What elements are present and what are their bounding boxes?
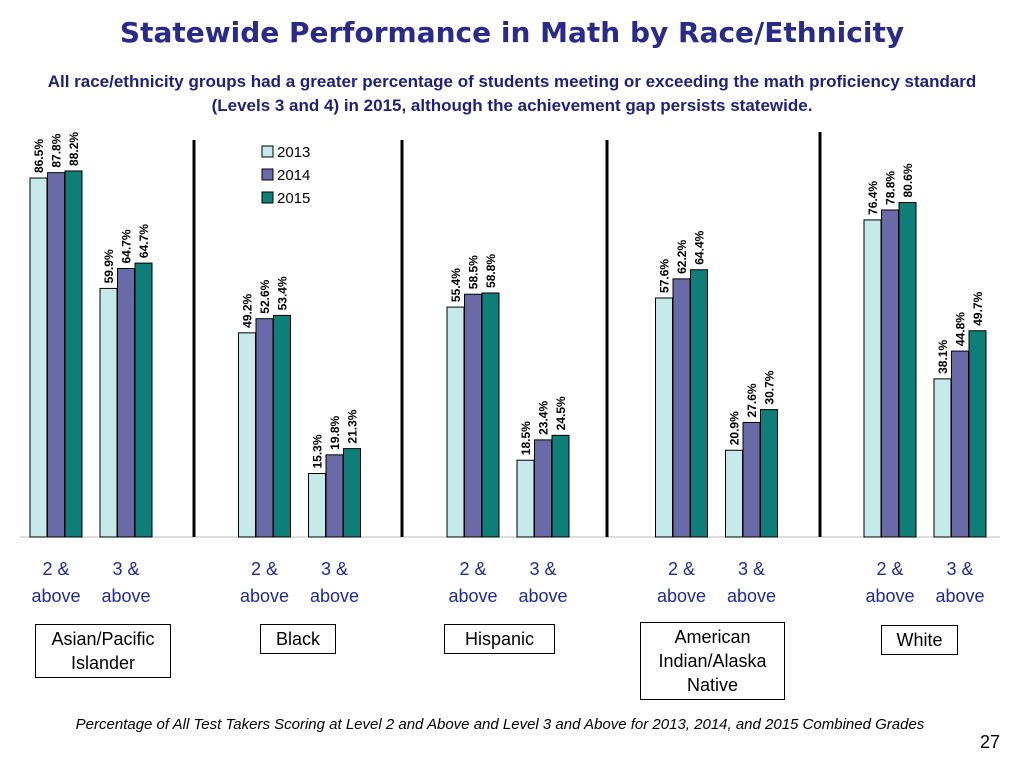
bar	[760, 409, 778, 538]
value-label: 38.1%	[936, 340, 950, 374]
value-label: 15.3%	[311, 434, 325, 468]
value-label: 57.6%	[658, 259, 672, 293]
value-label: 78.8%	[884, 171, 898, 205]
category-label: 2 & above	[656, 559, 707, 606]
group-label: Hispanic	[444, 624, 555, 654]
bar	[99, 287, 118, 538]
bar	[863, 219, 882, 538]
bar	[238, 332, 256, 538]
value-label: 49.7%	[971, 291, 985, 325]
value-label: 24.5%	[554, 396, 568, 430]
group-label: Black	[260, 624, 336, 654]
bar	[881, 209, 899, 538]
bar	[446, 306, 465, 538]
bar	[255, 318, 274, 538]
value-label: 52.6%	[258, 279, 272, 313]
bar	[464, 293, 482, 538]
value-label: 18.5%	[519, 421, 533, 455]
footnote: Percentage of All Test Takers Scoring at…	[75, 716, 925, 733]
category-label: 2 & above	[31, 559, 81, 606]
value-label: 64.7%	[137, 224, 151, 258]
category-label: 3 & above	[935, 559, 985, 606]
value-label: 19.8%	[328, 415, 342, 449]
bar	[64, 170, 83, 538]
legend-label: 2013	[277, 144, 310, 161]
subtitle: All race/ethnicity groups had a greater …	[47, 72, 977, 115]
bar	[725, 449, 743, 538]
bar	[951, 350, 969, 538]
category-label: 3 & above	[518, 559, 568, 606]
value-label: 58.8%	[484, 254, 498, 288]
category-label: 3 & above	[309, 559, 360, 606]
bar	[516, 459, 535, 538]
bar	[117, 267, 135, 538]
bar	[325, 454, 344, 538]
page-number: 27	[980, 732, 1001, 752]
bar	[551, 434, 570, 538]
group-label: White	[881, 625, 958, 655]
bar	[47, 172, 65, 538]
legend-swatch	[261, 168, 274, 181]
bar	[690, 269, 708, 538]
chart: 86.5% 59.9% 49.2% 15.3% 55.4% 18.5% 57.6% 20.9%…	[20, 132, 1000, 538]
legend-swatch	[261, 145, 274, 158]
bar	[968, 330, 987, 538]
bar	[343, 448, 361, 538]
bar	[534, 439, 552, 538]
group-label: Asian/Pacific Islander	[35, 624, 171, 678]
value-label: 64.4%	[693, 230, 707, 264]
bar	[29, 177, 48, 538]
bar	[898, 202, 917, 538]
value-label: 49.2%	[241, 293, 255, 327]
value-label: 62.2%	[675, 240, 689, 274]
bar	[742, 421, 761, 538]
value-label: 30.7%	[763, 370, 777, 404]
value-label: 44.8%	[954, 312, 968, 346]
category-label: 3 & above	[101, 559, 151, 606]
value-label: 86.5%	[32, 139, 46, 173]
value-label: 53.4%	[276, 276, 290, 310]
legend-label: 2015	[277, 190, 310, 207]
title: Statewide Performance in Math by Race/Et…	[119, 16, 905, 49]
value-label: 55.4%	[449, 268, 463, 302]
category-label: 2 & above	[239, 559, 290, 606]
group-label: American Indian/Alaska Native	[640, 622, 785, 700]
bar	[672, 278, 691, 538]
bar	[481, 292, 500, 538]
value-label: 87.8%	[50, 133, 64, 167]
value-label: 58.5%	[467, 255, 481, 289]
bar	[655, 297, 673, 538]
value-label: 88.2%	[67, 132, 81, 166]
bar	[308, 473, 326, 538]
bar	[134, 262, 153, 538]
value-label: 20.9%	[728, 411, 742, 445]
value-label: 80.6%	[901, 163, 915, 197]
value-label: 76.4%	[866, 181, 880, 215]
category-label: 3 & above	[726, 559, 777, 606]
bar	[933, 378, 952, 538]
category-label: 2 & above	[865, 559, 915, 606]
value-label: 59.9%	[102, 249, 116, 283]
value-label: 23.4%	[537, 401, 551, 435]
legend-swatch	[261, 191, 274, 204]
bar	[273, 314, 291, 538]
value-label: 27.6%	[745, 383, 759, 417]
value-label: 21.3%	[346, 409, 360, 443]
category-label: 2 & above	[448, 559, 498, 606]
value-label: 64.7%	[120, 229, 134, 263]
legend-label: 2014	[277, 167, 310, 184]
